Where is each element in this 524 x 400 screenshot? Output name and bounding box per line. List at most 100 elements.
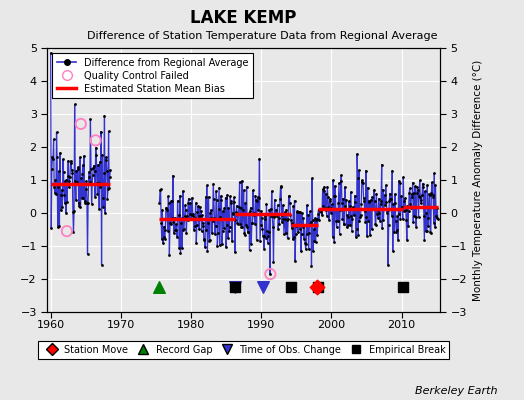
Point — [324, 194, 332, 200]
Point — [209, 180, 217, 187]
Point — [265, 229, 273, 236]
Point — [372, 191, 380, 197]
Point — [217, 196, 226, 203]
Point — [186, 199, 194, 206]
Point — [259, 233, 268, 240]
Point — [243, 224, 252, 230]
Point — [363, 233, 371, 240]
Point — [88, 201, 96, 207]
Point — [356, 212, 365, 218]
Point — [183, 217, 192, 224]
Point — [236, 220, 244, 227]
Point — [377, 198, 385, 204]
Point — [165, 200, 173, 207]
Point — [390, 200, 399, 207]
Point — [428, 179, 436, 186]
Point — [100, 112, 108, 119]
Point — [325, 198, 334, 205]
Point — [51, 189, 59, 196]
Point — [340, 221, 348, 227]
Point — [386, 196, 395, 202]
Point — [257, 208, 265, 214]
Point — [252, 197, 260, 203]
Point — [335, 231, 344, 237]
Point — [395, 178, 403, 184]
Point — [166, 220, 174, 226]
Point — [389, 201, 398, 207]
Point — [234, 221, 242, 228]
Point — [250, 220, 259, 227]
Point — [404, 223, 412, 229]
Point — [396, 180, 404, 186]
Point — [354, 175, 362, 182]
Point — [221, 194, 230, 201]
Point — [300, 236, 308, 242]
Point — [397, 204, 406, 210]
Point — [380, 192, 389, 198]
Point — [346, 189, 355, 195]
Point — [241, 232, 249, 238]
Point — [378, 225, 387, 232]
Point — [238, 178, 246, 184]
Point — [433, 204, 441, 211]
Point — [249, 187, 257, 194]
Point — [160, 236, 169, 242]
Point — [56, 150, 64, 156]
Point — [345, 198, 353, 204]
Point — [277, 183, 285, 190]
Point — [75, 200, 83, 206]
Point — [332, 218, 340, 224]
Point — [359, 194, 368, 201]
Point — [97, 262, 106, 268]
Point — [266, 206, 275, 212]
Point — [100, 170, 108, 176]
Point — [157, 186, 165, 193]
Point — [276, 184, 285, 190]
Point — [177, 220, 185, 226]
Point — [346, 221, 354, 228]
Point — [268, 188, 276, 194]
Point — [54, 168, 63, 174]
Point — [362, 214, 370, 220]
Point — [432, 212, 440, 219]
Point — [381, 182, 390, 188]
Point — [413, 184, 421, 190]
Point — [309, 216, 317, 223]
Point — [94, 179, 103, 186]
Point — [225, 224, 234, 230]
Point — [253, 198, 261, 205]
Point — [387, 212, 396, 219]
Point — [375, 196, 383, 202]
Point — [164, 193, 172, 200]
Point — [266, 271, 274, 277]
Legend: Station Move, Record Gap, Time of Obs. Change, Empirical Break: Station Move, Record Gap, Time of Obs. C… — [38, 341, 449, 359]
Point — [70, 208, 78, 215]
Point — [191, 215, 199, 222]
Point — [334, 200, 343, 206]
Point — [271, 212, 280, 218]
Point — [101, 210, 109, 216]
Point — [233, 220, 242, 226]
Point — [387, 196, 395, 202]
Point — [244, 228, 253, 235]
Point — [80, 198, 89, 204]
Point — [230, 194, 238, 200]
Point — [72, 168, 81, 174]
Point — [359, 180, 367, 186]
Point — [198, 212, 206, 218]
Point — [396, 216, 405, 222]
Point — [275, 221, 283, 227]
Point — [291, 258, 299, 264]
Point — [251, 193, 259, 199]
Point — [296, 209, 304, 216]
Point — [310, 226, 318, 232]
Point — [65, 178, 73, 185]
Point — [294, 229, 302, 236]
Point — [309, 248, 318, 254]
Point — [320, 184, 329, 190]
Point — [239, 187, 248, 193]
Point — [231, 249, 239, 256]
Point — [270, 197, 279, 203]
Point — [234, 211, 243, 217]
Point — [158, 236, 166, 242]
